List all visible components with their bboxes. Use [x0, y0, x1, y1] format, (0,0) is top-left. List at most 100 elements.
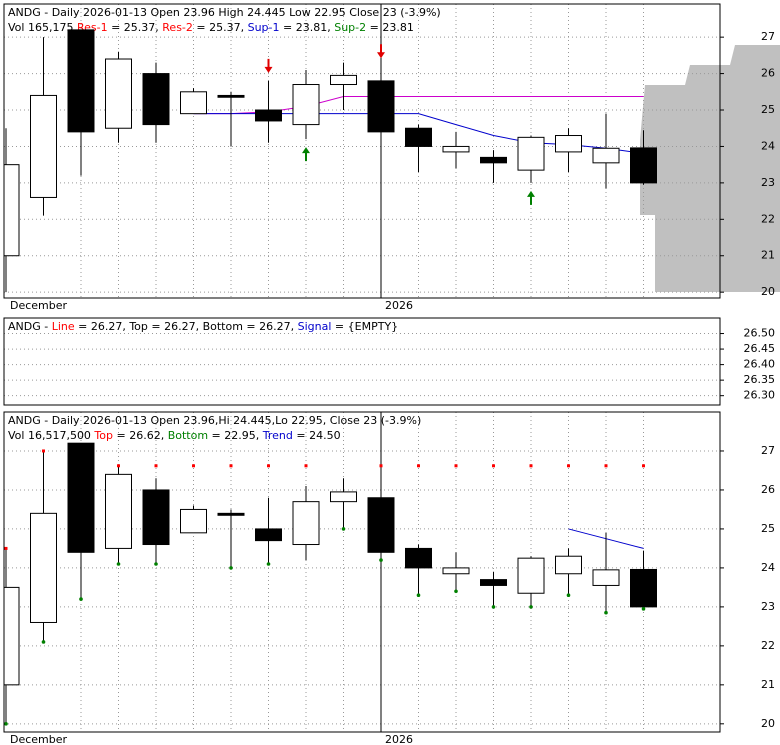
header-segment: Vol 165,175	[8, 21, 73, 34]
header-segment: = 23.81	[366, 21, 414, 34]
top-dot	[529, 464, 533, 468]
y-tick-label: 26.30	[744, 389, 776, 402]
candle-body	[105, 58, 132, 129]
candle-body	[480, 579, 507, 586]
y-tick-label: 22	[761, 639, 775, 652]
y-tick-label: 27	[761, 30, 775, 43]
y-tick-label: 26	[761, 67, 775, 80]
header-segment: Trend	[259, 429, 293, 442]
bottom-dot	[4, 722, 8, 726]
panel-frame	[3, 3, 721, 299]
top-dot	[267, 464, 270, 468]
candle-body	[30, 94, 57, 198]
y-tick-label: 20	[761, 285, 775, 298]
top-dot	[154, 464, 158, 468]
bottom-dot	[154, 562, 158, 566]
candle-body	[517, 136, 545, 171]
bottom-dot	[116, 562, 121, 566]
y-tick-label: 22	[761, 212, 775, 225]
candle-body	[67, 442, 95, 553]
bottom-dot	[341, 527, 346, 531]
candle-body	[630, 147, 657, 184]
candle-body	[3, 164, 20, 257]
header-segment: = 25.37,	[193, 21, 244, 34]
candle-body	[517, 557, 545, 594]
panel-header: ANDG - Daily 2026-01-13 Open 23.96 High …	[8, 6, 441, 19]
panel-frame	[3, 411, 721, 733]
price-projection-area	[640, 45, 780, 292]
header-segment: Bottom	[164, 429, 208, 442]
header-segment: = 24.50	[293, 429, 341, 442]
header-segment: = 22.95,	[208, 429, 259, 442]
header-segment: = 26.62,	[113, 429, 164, 442]
panel-frame	[3, 317, 721, 406]
buy-arrow	[527, 190, 535, 205]
x-tick-label: 2026	[385, 733, 413, 745]
y-tick-label: 27	[761, 444, 775, 457]
bottom-dot	[229, 566, 233, 570]
header-segment: Vol 16,517,500	[8, 429, 91, 442]
header-segment: = 23.81,	[280, 21, 331, 34]
y-tick-label: 20	[761, 717, 775, 730]
panel-header: ANDG - Daily 2026-01-13 Open 23.96,Hi 24…	[8, 414, 421, 427]
header-segment: Line	[48, 320, 75, 333]
header-segment: ANDG - Daily 2026-01-13 Open 23.96,Hi 24…	[8, 414, 421, 427]
y-tick-label: 23	[761, 600, 775, 613]
y-tick-label: 23	[761, 176, 775, 189]
candle-body	[367, 497, 395, 553]
candle-body	[30, 512, 57, 623]
y-tick-label: 26.50	[744, 327, 776, 340]
bottom-dot	[641, 607, 646, 611]
panel-header: Vol 16,517,500 Top = 26.62, Bottom = 22.…	[8, 429, 341, 442]
candle-body	[180, 508, 207, 534]
candle-body	[180, 91, 207, 115]
bottom-dot	[379, 558, 383, 562]
y-tick-label: 26	[761, 483, 775, 496]
sell-arrow	[377, 44, 385, 59]
bottom-dot	[416, 593, 421, 597]
y-tick-label: 26.40	[744, 358, 776, 371]
candle-body	[480, 156, 507, 164]
candle-body	[555, 135, 582, 153]
top-dot	[379, 464, 383, 468]
bottom-dot	[79, 597, 83, 601]
bottom-dot	[566, 593, 571, 597]
x-tick-label: 2026	[385, 299, 413, 312]
candle-body	[330, 491, 357, 503]
top-dot	[192, 464, 195, 468]
top-dot	[492, 464, 495, 468]
bottom-dot	[529, 605, 533, 609]
top-dot	[304, 464, 308, 468]
candle-body	[255, 109, 282, 122]
bottom-dot	[454, 589, 458, 594]
header-segment: Top	[91, 429, 113, 442]
top-dot	[567, 464, 570, 468]
buy-arrow	[302, 147, 310, 162]
candle-body	[405, 547, 432, 569]
candle-body	[217, 512, 245, 516]
candle-body	[442, 567, 470, 575]
candle-body	[105, 473, 132, 549]
top-dot	[604, 464, 608, 468]
candle-body	[630, 568, 657, 608]
header-segment: Signal	[294, 320, 331, 333]
header-segment: ANDG - Daily 2026-01-13 Open 23.96 High …	[8, 6, 441, 19]
candle-body	[142, 73, 170, 126]
candle-body	[442, 145, 470, 153]
bottom-dot	[604, 610, 608, 615]
candle-body	[67, 29, 95, 133]
top-dot	[642, 464, 645, 468]
top-dot	[417, 464, 420, 468]
sell-arrow	[264, 58, 273, 73]
candle-body	[3, 586, 20, 686]
header-segment: = 25.37,	[108, 21, 159, 34]
candle-body	[405, 127, 432, 147]
y-tick-label: 24	[761, 139, 775, 152]
bottom-dot	[41, 640, 46, 644]
top-dot	[4, 546, 8, 550]
top-dot	[454, 464, 458, 468]
top-dot	[229, 464, 233, 468]
top-dot	[42, 449, 45, 453]
